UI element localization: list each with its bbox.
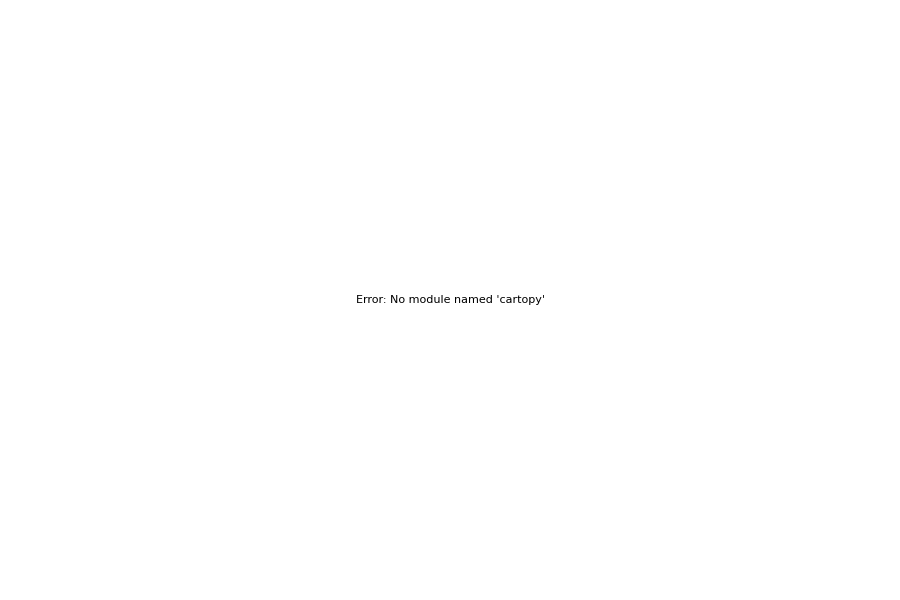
Text: Error: No module named 'cartopy': Error: No module named 'cartopy' bbox=[356, 295, 544, 305]
